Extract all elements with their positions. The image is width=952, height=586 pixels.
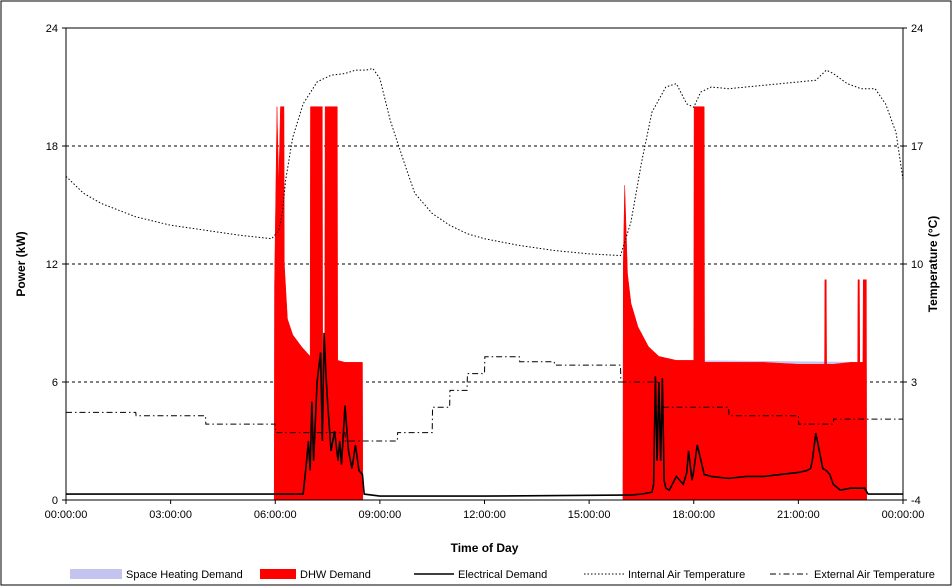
y2-axis-title: Temperature (°C): [926, 216, 940, 313]
y2-tick-label: 17: [911, 141, 923, 153]
axis-ticks: 00:00:00 03:00:00 06:00:00 09:00:00 12:00:00…: [45, 23, 925, 521]
x-tick-label: 18:00:00: [672, 509, 715, 521]
legend-label: Space Heating Demand: [126, 569, 243, 581]
series-line: [66, 356, 903, 442]
x-tick-label: 21:00:00: [777, 509, 820, 521]
legend-label: DHW Demand: [300, 569, 371, 581]
legend-label: Internal Air Temperature: [628, 569, 745, 581]
series-line: [66, 332, 903, 497]
x-tick-label: 06:00:00: [254, 509, 297, 521]
y-axis-title: Power (kW): [14, 231, 28, 296]
series-line: [65, 67, 904, 257]
y2-tick-label: 3: [911, 377, 917, 389]
y-tick-label: 6: [52, 377, 58, 389]
series-area: [66, 106, 903, 501]
legend-label: Electrical Demand: [458, 569, 547, 581]
y2-tick-label: -4: [911, 495, 921, 507]
x-tick-label: 12:00:00: [463, 509, 506, 521]
y2-tick-label: 24: [911, 23, 923, 35]
x-tick-label: 15:00:00: [568, 509, 611, 521]
y-tick-label: 18: [46, 141, 58, 153]
legend-swatch: [70, 569, 122, 579]
x-tick-label: 00:00:00: [882, 509, 925, 521]
legend-label: External Air Temperature: [814, 569, 935, 581]
series-layer: [65, 67, 904, 501]
legend-swatch: [260, 569, 296, 579]
y-tick-label: 24: [46, 23, 58, 35]
x-axis-title: Time of Day: [451, 541, 519, 555]
legend: Space Heating Demand DHW Demand Electrical…: [70, 569, 935, 581]
x-tick-label: 03:00:00: [149, 509, 192, 521]
x-tick-label: 09:00:00: [358, 509, 401, 521]
y-tick-label: 12: [46, 259, 58, 271]
x-tick-label: 00:00:00: [45, 509, 88, 521]
y2-tick-label: 10: [911, 259, 923, 271]
y-tick-label: 0: [52, 495, 58, 507]
